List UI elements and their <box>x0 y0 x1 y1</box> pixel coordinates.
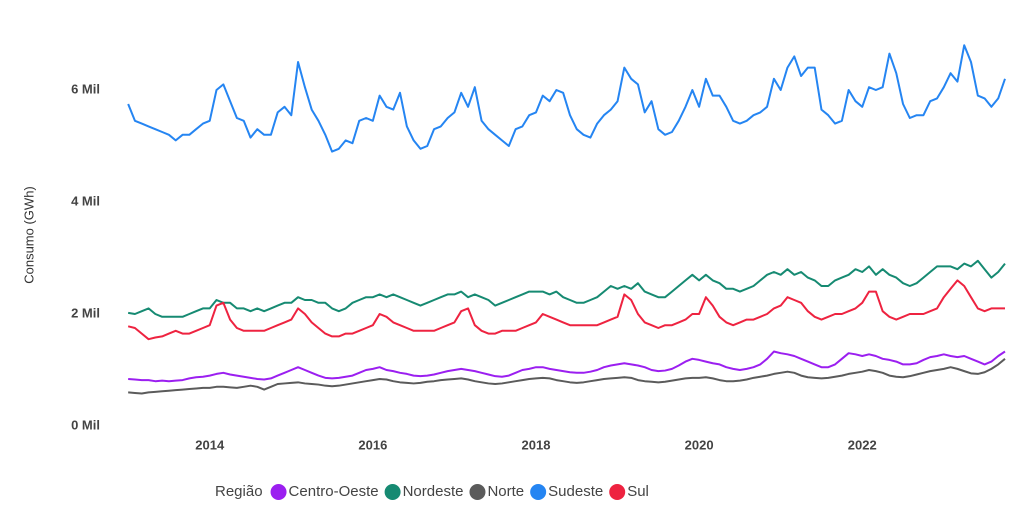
legend-label: Sudeste <box>548 483 603 500</box>
legend-swatch <box>609 484 626 500</box>
series-line <box>128 358 1006 395</box>
x-tick-label: 2018 <box>522 437 551 452</box>
y-tick-label: 0 Mil <box>71 417 100 432</box>
legend-title: Região <box>215 483 263 500</box>
legend-swatch <box>384 484 401 500</box>
y-tick-label: 2 Mil <box>71 305 100 320</box>
legend-label: Sul <box>627 483 649 500</box>
y-tick-label: 6 Mil <box>71 81 100 96</box>
legend-swatch <box>270 484 287 500</box>
y-tick-label: 4 Mil <box>71 193 100 208</box>
series-line <box>127 279 1005 341</box>
series-line <box>127 259 1006 318</box>
legend-label: Centro-Oeste <box>289 483 379 500</box>
legend-swatch <box>469 484 486 500</box>
legend-swatch <box>530 484 547 500</box>
x-tick-label: 2016 <box>358 437 387 452</box>
x-tick-label: 2020 <box>685 437 714 452</box>
legend-label: Nordeste <box>403 483 464 500</box>
series-line <box>127 44 1006 153</box>
legend-label: Norte <box>487 483 524 500</box>
series-line <box>128 350 1006 383</box>
x-tick-label: 2022 <box>848 437 877 452</box>
x-tick-label: 2014 <box>195 437 225 452</box>
y-axis-label: Consumo (GWh) <box>21 186 36 284</box>
